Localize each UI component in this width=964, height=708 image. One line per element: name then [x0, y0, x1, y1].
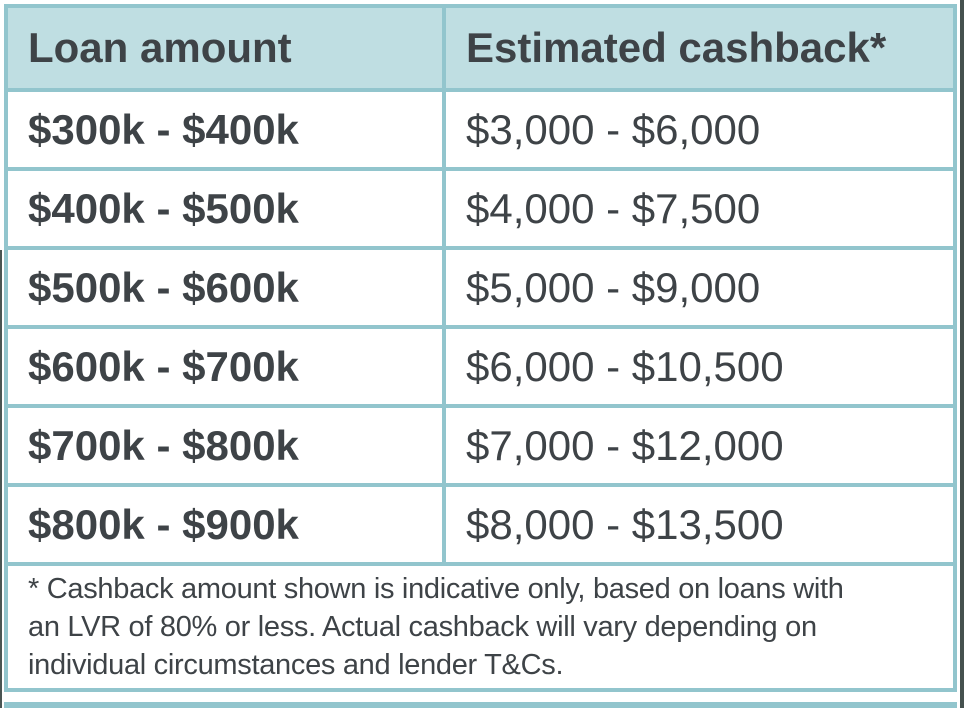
- cashback-cell: $5,000 - $9,000: [442, 246, 957, 329]
- col-header-estimated-cashback: Estimated cashback*: [442, 4, 957, 92]
- table-row: $600k - $700k $6,000 - $10,500: [4, 325, 957, 408]
- cashback-cell: $6,000 - $10,500: [442, 325, 957, 408]
- table-row: $300k - $400k $3,000 - $6,000: [4, 88, 957, 171]
- footnote-line: * Cashback amount shown is indicative on…: [28, 573, 844, 605]
- loan-amount-cell: $600k - $700k: [4, 325, 446, 408]
- footnote-row: * Cashback amount shown is indicative on…: [4, 562, 957, 692]
- loan-amount-cell: $500k - $600k: [4, 246, 446, 329]
- cashback-table: Loan amount Estimated cashback* $300k - …: [4, 4, 957, 692]
- footnote-line: individual circumstances and lender T&Cs…: [28, 649, 564, 681]
- header-row: Loan amount Estimated cashback*: [4, 4, 957, 92]
- cashback-cell: $4,000 - $7,500: [442, 167, 957, 250]
- loan-amount-cell: $400k - $500k: [4, 167, 446, 250]
- table-row: $500k - $600k $5,000 - $9,000: [4, 246, 957, 329]
- screen-edge-left: [0, 250, 2, 708]
- table-row: $700k - $800k $7,000 - $12,000: [4, 404, 957, 487]
- footnote-cell: * Cashback amount shown is indicative on…: [4, 562, 957, 692]
- cashback-cell: $8,000 - $13,500: [442, 483, 957, 566]
- next-table-top-edge: [4, 702, 957, 708]
- col-header-loan-amount: Loan amount: [4, 4, 446, 92]
- loan-amount-cell: $800k - $900k: [4, 483, 446, 566]
- loan-amount-cell: $300k - $400k: [4, 88, 446, 171]
- screen-edge-right: [960, 0, 964, 708]
- loan-amount-cell: $700k - $800k: [4, 404, 446, 487]
- cashback-cell: $3,000 - $6,000: [442, 88, 957, 171]
- cashback-cell: $7,000 - $12,000: [442, 404, 957, 487]
- table-row: $800k - $900k $8,000 - $13,500: [4, 483, 957, 566]
- table-row: $400k - $500k $4,000 - $7,500: [4, 167, 957, 250]
- footnote-line: an LVR of 80% or less. Actual cashback w…: [28, 611, 817, 643]
